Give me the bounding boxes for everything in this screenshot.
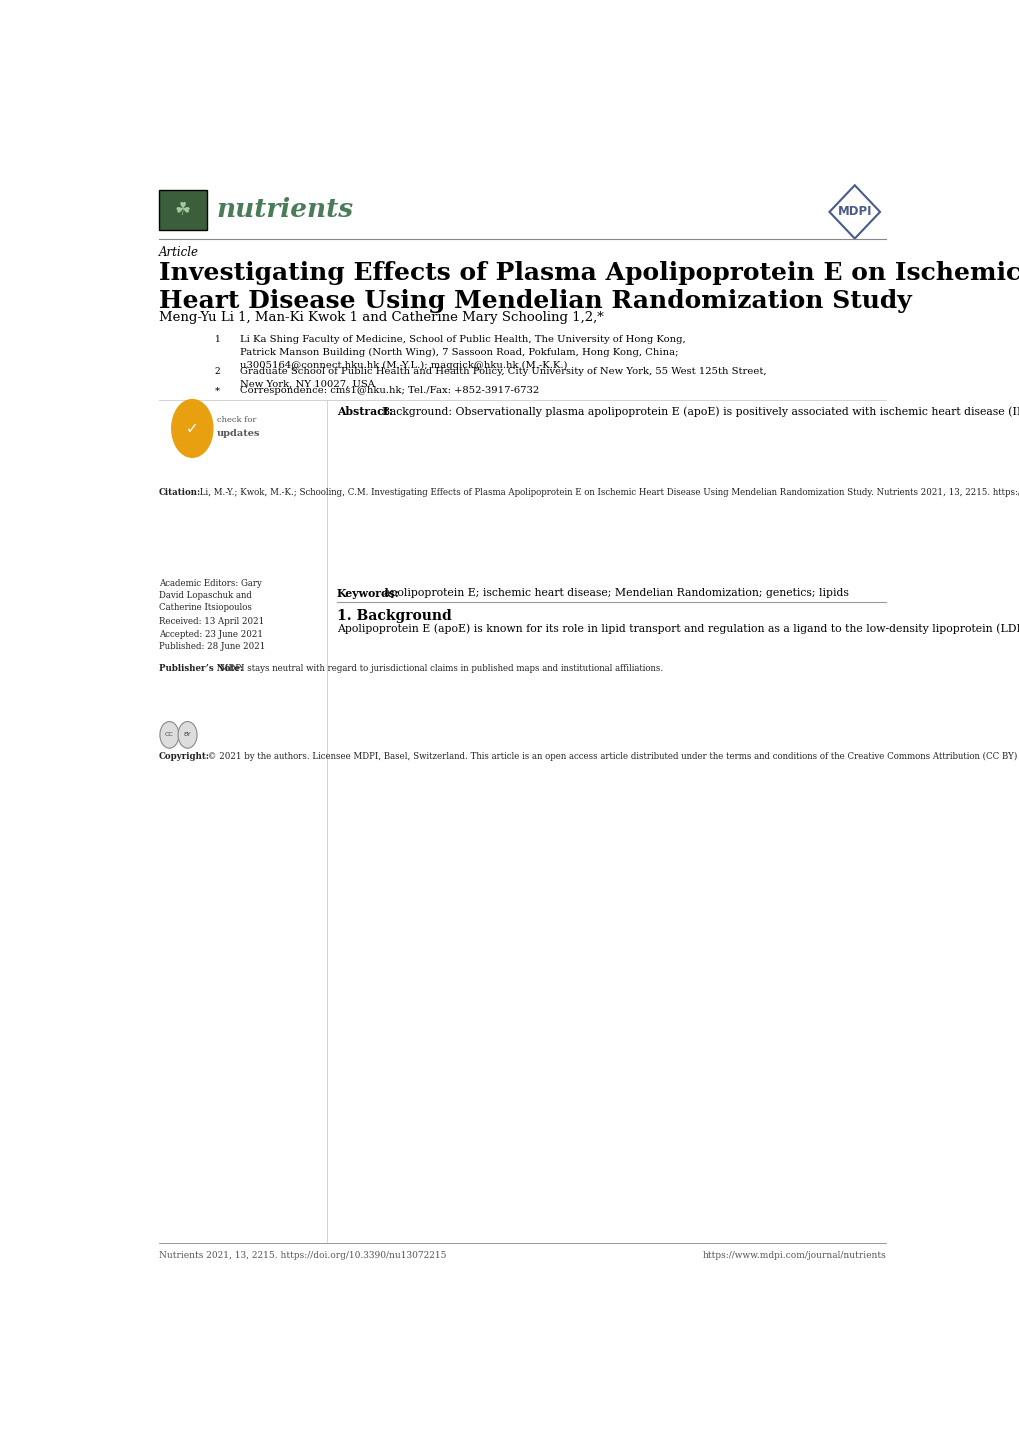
Text: Background: Observationally plasma apolipoprotein E (apoE) is positively associa: Background: Observationally plasma apoli… xyxy=(382,407,1019,417)
Text: Publisher’s Note:: Publisher’s Note: xyxy=(159,663,243,673)
Text: MDPI stays neutral with regard to jurisdictional claims in published maps and in: MDPI stays neutral with regard to jurisd… xyxy=(217,663,662,673)
Text: updates: updates xyxy=(217,430,260,438)
Text: 2: 2 xyxy=(214,368,220,376)
Text: Apolipoprotein E (apoE) is known for its role in lipid transport and regulation : Apolipoprotein E (apoE) is known for its… xyxy=(336,624,1019,634)
Text: Abstract:: Abstract: xyxy=(336,407,392,417)
Text: 1. Background: 1. Background xyxy=(336,610,451,623)
Text: Meng-Yu Li 1, Man-Ki Kwok 1 and Catherine Mary Schooling 1,2,*: Meng-Yu Li 1, Man-Ki Kwok 1 and Catherin… xyxy=(159,310,603,323)
Text: https://www.mdpi.com/journal/nutrients: https://www.mdpi.com/journal/nutrients xyxy=(702,1252,886,1260)
Text: CC: CC xyxy=(165,733,173,737)
Text: © 2021 by the authors. Licensee MDPI, Basel, Switzerland. This article is an ope: © 2021 by the authors. Licensee MDPI, Ba… xyxy=(205,751,1019,760)
Text: MDPI: MDPI xyxy=(837,205,871,218)
Text: Investigating Effects of Plasma Apolipoprotein E on Ischemic
Heart Disease Using: Investigating Effects of Plasma Apolipop… xyxy=(159,261,1019,313)
Text: Li, M.-Y.; Kwok, M.-K.; Schooling, C.M. Investigating Effects of Plasma Apolipop: Li, M.-Y.; Kwok, M.-K.; Schooling, C.M. … xyxy=(197,489,1019,497)
Text: *: * xyxy=(214,386,219,395)
Text: Article: Article xyxy=(159,247,199,260)
Text: Graduate School of Public Health and Health Policy, City University of New York,: Graduate School of Public Health and Hea… xyxy=(239,368,765,389)
Text: ✓: ✓ xyxy=(185,421,199,435)
Text: nutrients: nutrients xyxy=(216,198,353,222)
Circle shape xyxy=(178,721,197,748)
FancyBboxPatch shape xyxy=(159,190,206,229)
Text: Nutrients 2021, 13, 2215. https://doi.org/10.3390/nu13072215: Nutrients 2021, 13, 2215. https://doi.or… xyxy=(159,1252,446,1260)
Text: Li Ka Shing Faculty of Medicine, School of Public Health, The University of Hong: Li Ka Shing Faculty of Medicine, School … xyxy=(239,335,685,369)
Text: apolipoprotein E; ischemic heart disease; Mendelian Randomization; genetics; lip: apolipoprotein E; ischemic heart disease… xyxy=(383,588,848,598)
Text: Keywords:: Keywords: xyxy=(336,588,399,600)
Text: Copyright:: Copyright: xyxy=(159,751,210,760)
Circle shape xyxy=(171,399,213,457)
Text: Correspondence: cms1@hku.hk; Tel./Fax: +852-3917-6732: Correspondence: cms1@hku.hk; Tel./Fax: +… xyxy=(239,386,538,395)
Text: Received: 13 April 2021
Accepted: 23 June 2021
Published: 28 June 2021: Received: 13 April 2021 Accepted: 23 Jun… xyxy=(159,617,265,652)
Text: Academic Editors: Gary
David Lopaschuk and
Catherine Itsiopoulos: Academic Editors: Gary David Lopaschuk a… xyxy=(159,580,262,611)
Text: Citation:: Citation: xyxy=(159,489,201,497)
Circle shape xyxy=(160,721,178,748)
Text: BY: BY xyxy=(183,733,192,737)
Text: ☘: ☘ xyxy=(174,200,191,219)
Text: check for: check for xyxy=(217,415,256,424)
Text: 1: 1 xyxy=(214,335,220,345)
